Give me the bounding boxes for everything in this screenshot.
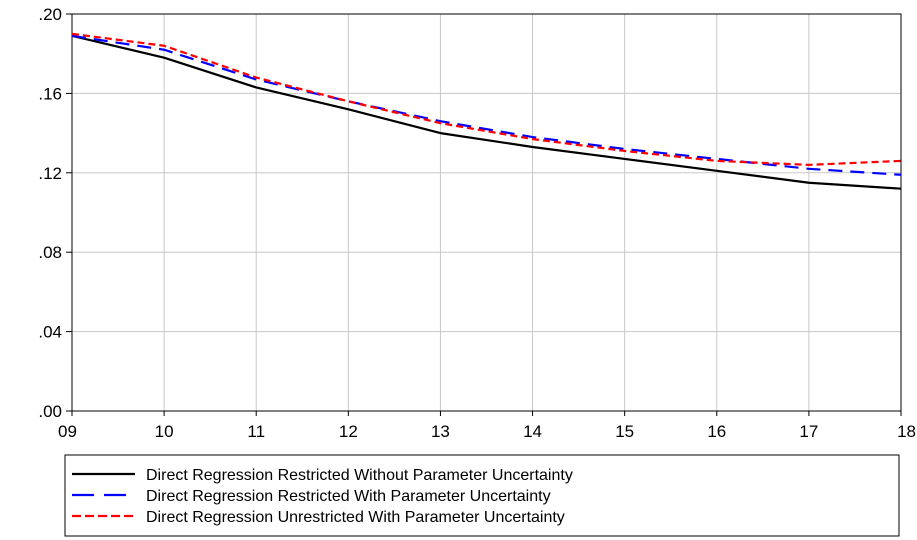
legend-label-2: Direct Regression Restricted With Parame… (146, 488, 551, 505)
grid-layer (72, 14, 901, 411)
series-line-3 (71, 32, 902, 166)
x-tick-label-17: 17 (799, 422, 818, 441)
y-tick-label-0: .00 (38, 402, 62, 421)
y-tick-label-1: .04 (38, 323, 62, 342)
plot-frame (71, 13, 902, 412)
x-tick-label-12: 12 (339, 422, 358, 441)
legend-box (64, 454, 900, 537)
series-line-1 (71, 34, 902, 190)
y-tick-label-3: .12 (38, 164, 62, 183)
legend-label-3: Direct Regression Unrestricted With Para… (146, 509, 565, 526)
x-tick-label-10: 10 (155, 422, 174, 441)
legend-label-1: Direct Regression Restricted Without Par… (146, 467, 573, 484)
x-tick-label-11: 11 (247, 422, 265, 441)
x-tick-label-18: 18 (897, 422, 916, 441)
y-tick-label-5: .20 (38, 5, 62, 24)
y-tick-label-4: .16 (38, 84, 62, 103)
legend: Direct Regression Restricted Without Par… (64, 454, 900, 537)
x-tick-label-14: 14 (523, 422, 542, 441)
x-tick-label-15: 15 (615, 422, 634, 441)
series-layer (71, 32, 902, 190)
y-tick-label-2: .08 (38, 243, 62, 262)
x-tick-label-16: 16 (707, 422, 726, 441)
x-tick-label-13: 13 (431, 422, 450, 441)
x-tick-label-09: 09 (58, 422, 77, 441)
axis-layer: 09 10 11 12 13 14 15 16 17 18 .00 .04 .08 .12 .16 .20 (38, 5, 916, 441)
